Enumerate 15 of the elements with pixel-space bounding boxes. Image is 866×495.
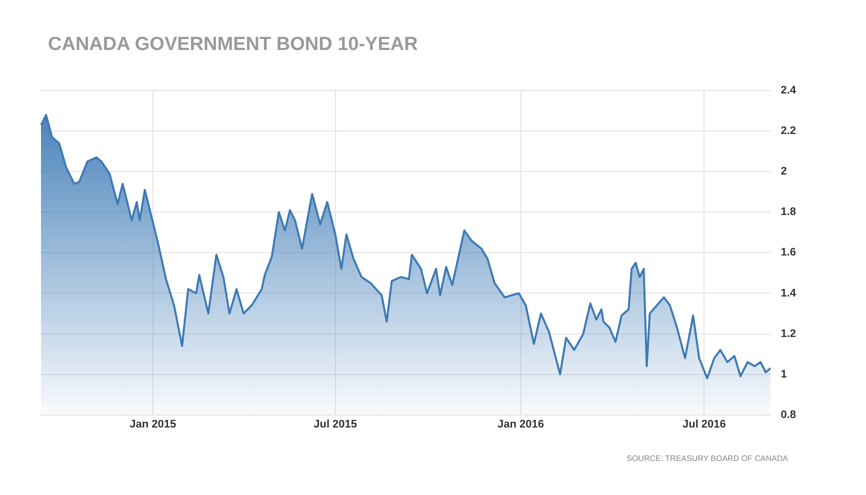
x-tick-label: Jan 2016 bbox=[498, 418, 544, 430]
x-tick-label: Jul 2015 bbox=[314, 418, 358, 430]
y-tick-label: 2.4 bbox=[780, 84, 797, 97]
y-tick-label: 2.2 bbox=[780, 125, 796, 138]
y-tick-label: 0.8 bbox=[780, 408, 796, 421]
y-tick-label: 1.8 bbox=[780, 206, 796, 218]
y-tick-label: 1 bbox=[780, 368, 787, 380]
source-note: SOURCE: TREASURY BOARD OF CANADA bbox=[626, 454, 788, 463]
x-tick-label: Jan 2015 bbox=[130, 418, 176, 430]
y-tick-label: 1.2 bbox=[780, 328, 796, 340]
y-tick-label: 1.6 bbox=[780, 246, 796, 259]
x-tick-label: Jul 2016 bbox=[682, 418, 726, 430]
y-tick-label: 2 bbox=[780, 166, 787, 178]
y-tick-label: 1.4 bbox=[780, 287, 797, 300]
chart-title: CANADA GOVERNMENT BOND 10-YEAR bbox=[48, 34, 418, 56]
